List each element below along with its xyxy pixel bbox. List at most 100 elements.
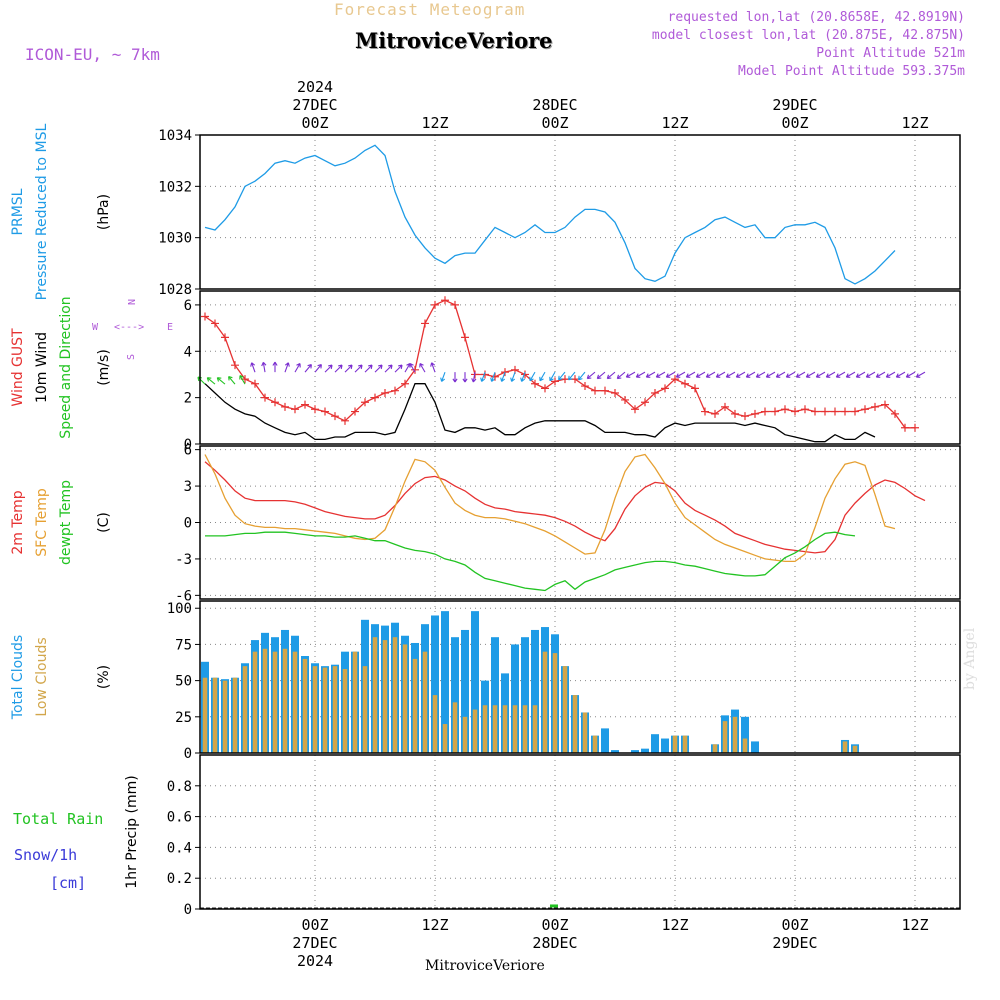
panel-pressure: 1028 1030 1032 1034 PRMSL Pressure Reduced to… [10,123,961,300]
low-cloud-bar [472,709,478,753]
low-cloud-bar [382,640,388,753]
gust-marker [461,333,469,342]
gust-marker [261,393,269,402]
y-tick-label: 0 [184,902,192,918]
gust-marker [481,370,489,379]
panel-clouds: 0 25 50 75 100 Total Clouds Low Clouds (%) [10,600,961,762]
gust-marker [601,386,609,395]
wind-direction-arrow [520,371,526,382]
panel-temperature: -6 -3 0 3 6 2m Temp SFC Temp dewpt Temp (C) [10,443,961,604]
gust-marker [901,423,909,432]
gust-marker [751,409,759,418]
wind-direction-arrow [374,364,383,373]
bottom-date-label: 27DEC [292,934,337,952]
panel-frame [199,134,961,290]
wind-direction-arrow [384,364,393,373]
y-unit-label: (%) [96,665,112,689]
wind-direction-arrow [510,371,516,382]
total-cloud-bar [461,629,469,753]
gust-marker [831,407,839,416]
low-cloud-bar [322,667,328,753]
low-cloud-bar [712,744,718,753]
y-axis-label: Total Clouds [10,635,26,720]
wind-direction-arrow [695,371,706,378]
wind-direction-arrow [735,371,746,378]
gust-marker [221,333,229,342]
wind-direction-arrow [364,364,373,373]
total-cloud-bar [741,716,749,753]
bottom-hour-label: 00Z [301,916,328,934]
wind-direction-arrow [272,361,278,373]
total-cloud-bar [441,611,449,753]
bottom-hour-label: 12Z [901,916,928,934]
gust-marker [871,402,879,411]
wind-direction-arrow [745,371,756,378]
gust-marker [631,405,639,414]
gust-marker [341,416,349,425]
total-cloud-bar [531,629,539,753]
total-cloud-bar [451,637,459,753]
gust-marker [281,402,289,411]
wind-direction-arrow [845,371,856,378]
y-axis-label: Wind GUST [10,328,26,407]
gust-marker [801,405,809,414]
y-tick-label: 0 [184,516,192,532]
wind-direction-arrow [795,371,806,378]
low-cloud-bar [402,644,408,753]
gust-marker [591,386,599,395]
top-hour-label: 12Z [421,114,448,132]
low-cloud-bar [682,735,688,753]
y-unit-label: (C) [96,512,112,533]
y-tick-label: 1028 [158,282,192,298]
bottom-date-label: 29DEC [772,934,817,952]
low-cloud-bar [502,705,508,753]
panel-frame [199,754,961,910]
low-cloud-bar [442,724,448,753]
panel-wind: 0 2 4 6 N W <---> E S Wind GUST 10m Wind Speed and … [10,290,961,453]
wind-direction-arrow [500,371,506,382]
y-tick-label: 3 [184,479,192,495]
low-cloud-bar [722,721,728,753]
top-date-label: 27DEC [292,96,337,114]
gust-marker [681,379,689,388]
gust-marker [611,389,619,397]
low-cloud-bar [852,745,858,753]
total-cloud-bar [631,750,639,753]
wind-direction-arrow [440,371,446,382]
gust-marker [201,312,209,321]
gust-marker [251,379,259,388]
y-tick-label: 1030 [158,231,192,247]
gust-marker [331,412,339,421]
y-tick-label: 1032 [158,179,192,195]
y-tick-label: 0.8 [167,779,192,795]
low-cloud-bar [342,669,348,753]
series-line-0 [204,461,926,554]
compass-south: S [126,354,137,360]
wind-direction-arrow [785,371,796,378]
y-tick-label: 0 [184,746,192,762]
low-cloud-bar [532,705,538,753]
wind-direction-arrow [875,371,886,378]
gust-marker [771,407,779,416]
y-tick-label: -6 [175,588,192,604]
wind-direction-arrow [250,362,256,373]
model-altitude: Model Point Altitude 593.375m [738,64,965,79]
y-tick-label: 6 [184,298,192,314]
gust-marker [311,405,319,414]
wind-direction-arrow [228,375,236,385]
bottom-hour-label: 12Z [661,916,688,934]
y-tick-label: 2 [184,391,192,407]
y-tick-label: 25 [175,710,192,726]
y-axis-label: 10m Wind [34,332,50,403]
wind-direction-arrow [239,375,246,385]
y-tick-label: 0 [184,437,192,453]
wind-direction-arrow [825,371,836,378]
wind-direction-arrow [635,371,646,378]
wind-direction-arrow [314,363,322,373]
gust-marker [421,319,429,328]
wind-direction-arrow [354,364,363,373]
wind-direction-arrow [675,371,686,378]
gust-marker [741,412,749,421]
